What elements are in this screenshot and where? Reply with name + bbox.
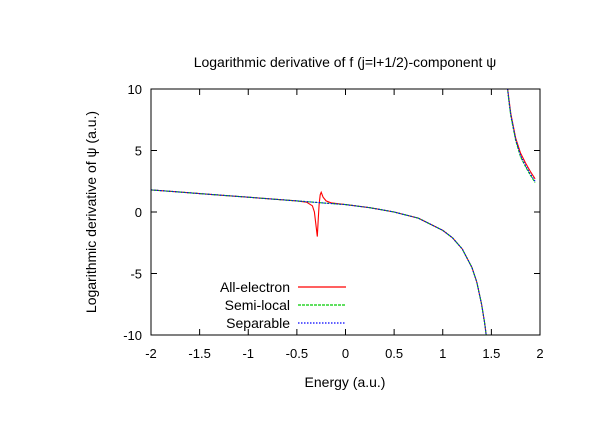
series-layer (151, 89, 536, 335)
x-tick-label: 2 (536, 346, 543, 361)
plot-frame (150, 88, 541, 336)
x-tick-label: -2 (145, 346, 157, 361)
series-line-all-electron (151, 89, 536, 335)
x-tick-label: 1 (439, 346, 446, 361)
legend-label-semi-local: Semi-local (225, 297, 290, 313)
series-line-separable (151, 89, 536, 335)
y-tick-label: -5 (130, 267, 142, 282)
y-tick-label: -10 (123, 328, 142, 343)
y-tick-label: 0 (135, 205, 142, 220)
x-tick-label: 0 (342, 346, 349, 361)
y-axis-label: Logarithmic derivative of ψ (a.u.) (83, 111, 99, 313)
x-axis-label: Energy (a.u.) (305, 374, 386, 390)
y-tick-label: 5 (135, 144, 142, 159)
legend: All-electron Semi-local Separable (220, 279, 346, 331)
ticks-layer: -2 -1.5 -1 -0.5 0 0.5 1 1.5 2 -10 -5 0 5 10 (123, 82, 543, 361)
y-tick-label: 10 (128, 82, 142, 97)
chart-title: Logarithmic derivative of f (j=l+1/2)-co… (194, 54, 497, 70)
x-tick-label: -0.5 (286, 346, 308, 361)
x-tick-label: 0.5 (385, 346, 403, 361)
series-line-semi-local (151, 89, 536, 335)
x-tick-label: 1.5 (482, 346, 500, 361)
legend-label-separable: Separable (226, 315, 290, 331)
x-tick-label: -1.5 (188, 346, 210, 361)
legend-label-all-electron: All-electron (220, 279, 290, 295)
x-tick-label: -1 (242, 346, 254, 361)
